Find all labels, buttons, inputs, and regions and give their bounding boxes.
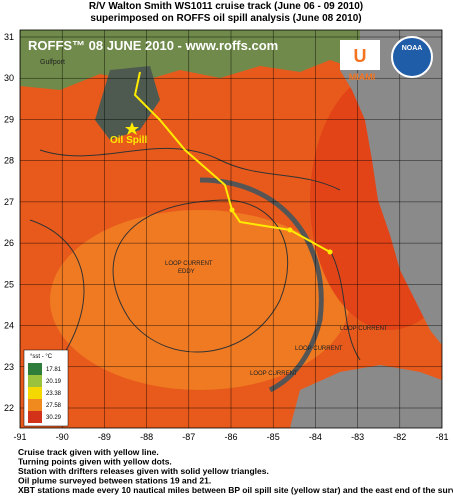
contour	[29, 219, 361, 361]
x-tick-label: -87	[182, 432, 195, 442]
turning-point	[287, 227, 293, 233]
y-tick-label: 30	[4, 73, 14, 83]
banner: ROFFS™ 08 JUNE 2010 - www.roffs.com	[28, 38, 278, 53]
region-label: EDDY	[178, 269, 195, 275]
frame	[19, 29, 443, 429]
loop-current	[199, 177, 324, 393]
noaa-text: NOAA	[402, 45, 423, 52]
logo-text: MIAMI	[349, 72, 376, 82]
legend: °sst - °C 17.81 20.19 23.38 27.58 30.29	[23, 349, 69, 427]
title: R/V Walton Smith WS1011 cruise track (Ju…	[89, 1, 363, 12]
x-tick-label: -86	[224, 432, 237, 442]
legend-value: 17.81	[46, 367, 62, 373]
cruise-track	[133, 71, 331, 253]
x-tick-label: -91	[13, 432, 26, 442]
y-tick-label: 24	[4, 321, 14, 331]
region-label: LOOP CURRENT	[165, 261, 213, 267]
x-tick-label: -81	[435, 432, 448, 442]
note: Oil plume surveyed between stations 19 a…	[18, 476, 211, 486]
note: Turning points given with yellow dots.	[18, 457, 172, 467]
x-tick-label: -84	[309, 432, 322, 442]
y-tick-label: 28	[4, 156, 14, 166]
turning-point	[229, 207, 235, 213]
legend-swatch	[28, 399, 42, 411]
region-label: LOOP CURRENT	[340, 326, 388, 332]
spill-star	[125, 122, 139, 135]
legend-swatch	[28, 387, 42, 399]
y-tick-label: 29	[4, 114, 14, 124]
florida	[340, 30, 442, 345]
cuba	[290, 365, 442, 428]
legend-value: 30.29	[46, 415, 62, 421]
region-label: LOOP CURRENT	[295, 346, 343, 352]
legend-title: °sst - °C	[30, 354, 53, 360]
spill-label: Oil Spill	[110, 135, 147, 146]
y-tick-label: 31	[4, 32, 14, 42]
note: XBT stations made every 10 nautical mile…	[18, 485, 453, 495]
region-label: LOOP CURRENT	[250, 371, 298, 377]
noaa-logo	[391, 36, 433, 78]
contour	[112, 199, 289, 353]
x-tick-label: -89	[98, 432, 111, 442]
place-label: Gulfport	[40, 59, 65, 66]
x-tick-label: -83	[351, 432, 364, 442]
y-tick-label: 25	[4, 279, 14, 289]
x-tick-label: -88	[140, 432, 153, 442]
note: Station with drifters releases given wit…	[18, 466, 269, 476]
x-tick-label: -82	[393, 432, 406, 442]
legend-swatch	[28, 375, 42, 387]
oil-plume	[95, 66, 160, 140]
y-tick-label: 26	[4, 238, 14, 248]
subtitle: superimposed on ROFFS oil spill analysis…	[90, 13, 361, 24]
y-tick-label: 27	[4, 197, 14, 207]
map: ROFFS™ 08 JUNE 2010 - www.roffs.com Gulf…	[20, 30, 442, 428]
x-tick-label: -85	[267, 432, 280, 442]
legend-value: 23.38	[46, 391, 62, 397]
note: Cruise track given with yellow line.	[18, 447, 159, 457]
x-tick-label: -90	[56, 432, 69, 442]
logo-bg	[340, 40, 380, 70]
warm-zone	[50, 210, 350, 390]
contour	[39, 147, 341, 191]
legend-value: 20.19	[46, 379, 62, 385]
legend-swatch	[28, 363, 42, 375]
grid	[20, 30, 442, 428]
legend-swatch	[28, 411, 42, 423]
land-north	[20, 30, 360, 90]
logo-u: U	[354, 46, 367, 66]
legend-value: 27.58	[46, 403, 62, 409]
y-tick-label: 22	[4, 403, 14, 413]
y-tick-label: 23	[4, 362, 14, 372]
turning-point	[327, 249, 333, 255]
